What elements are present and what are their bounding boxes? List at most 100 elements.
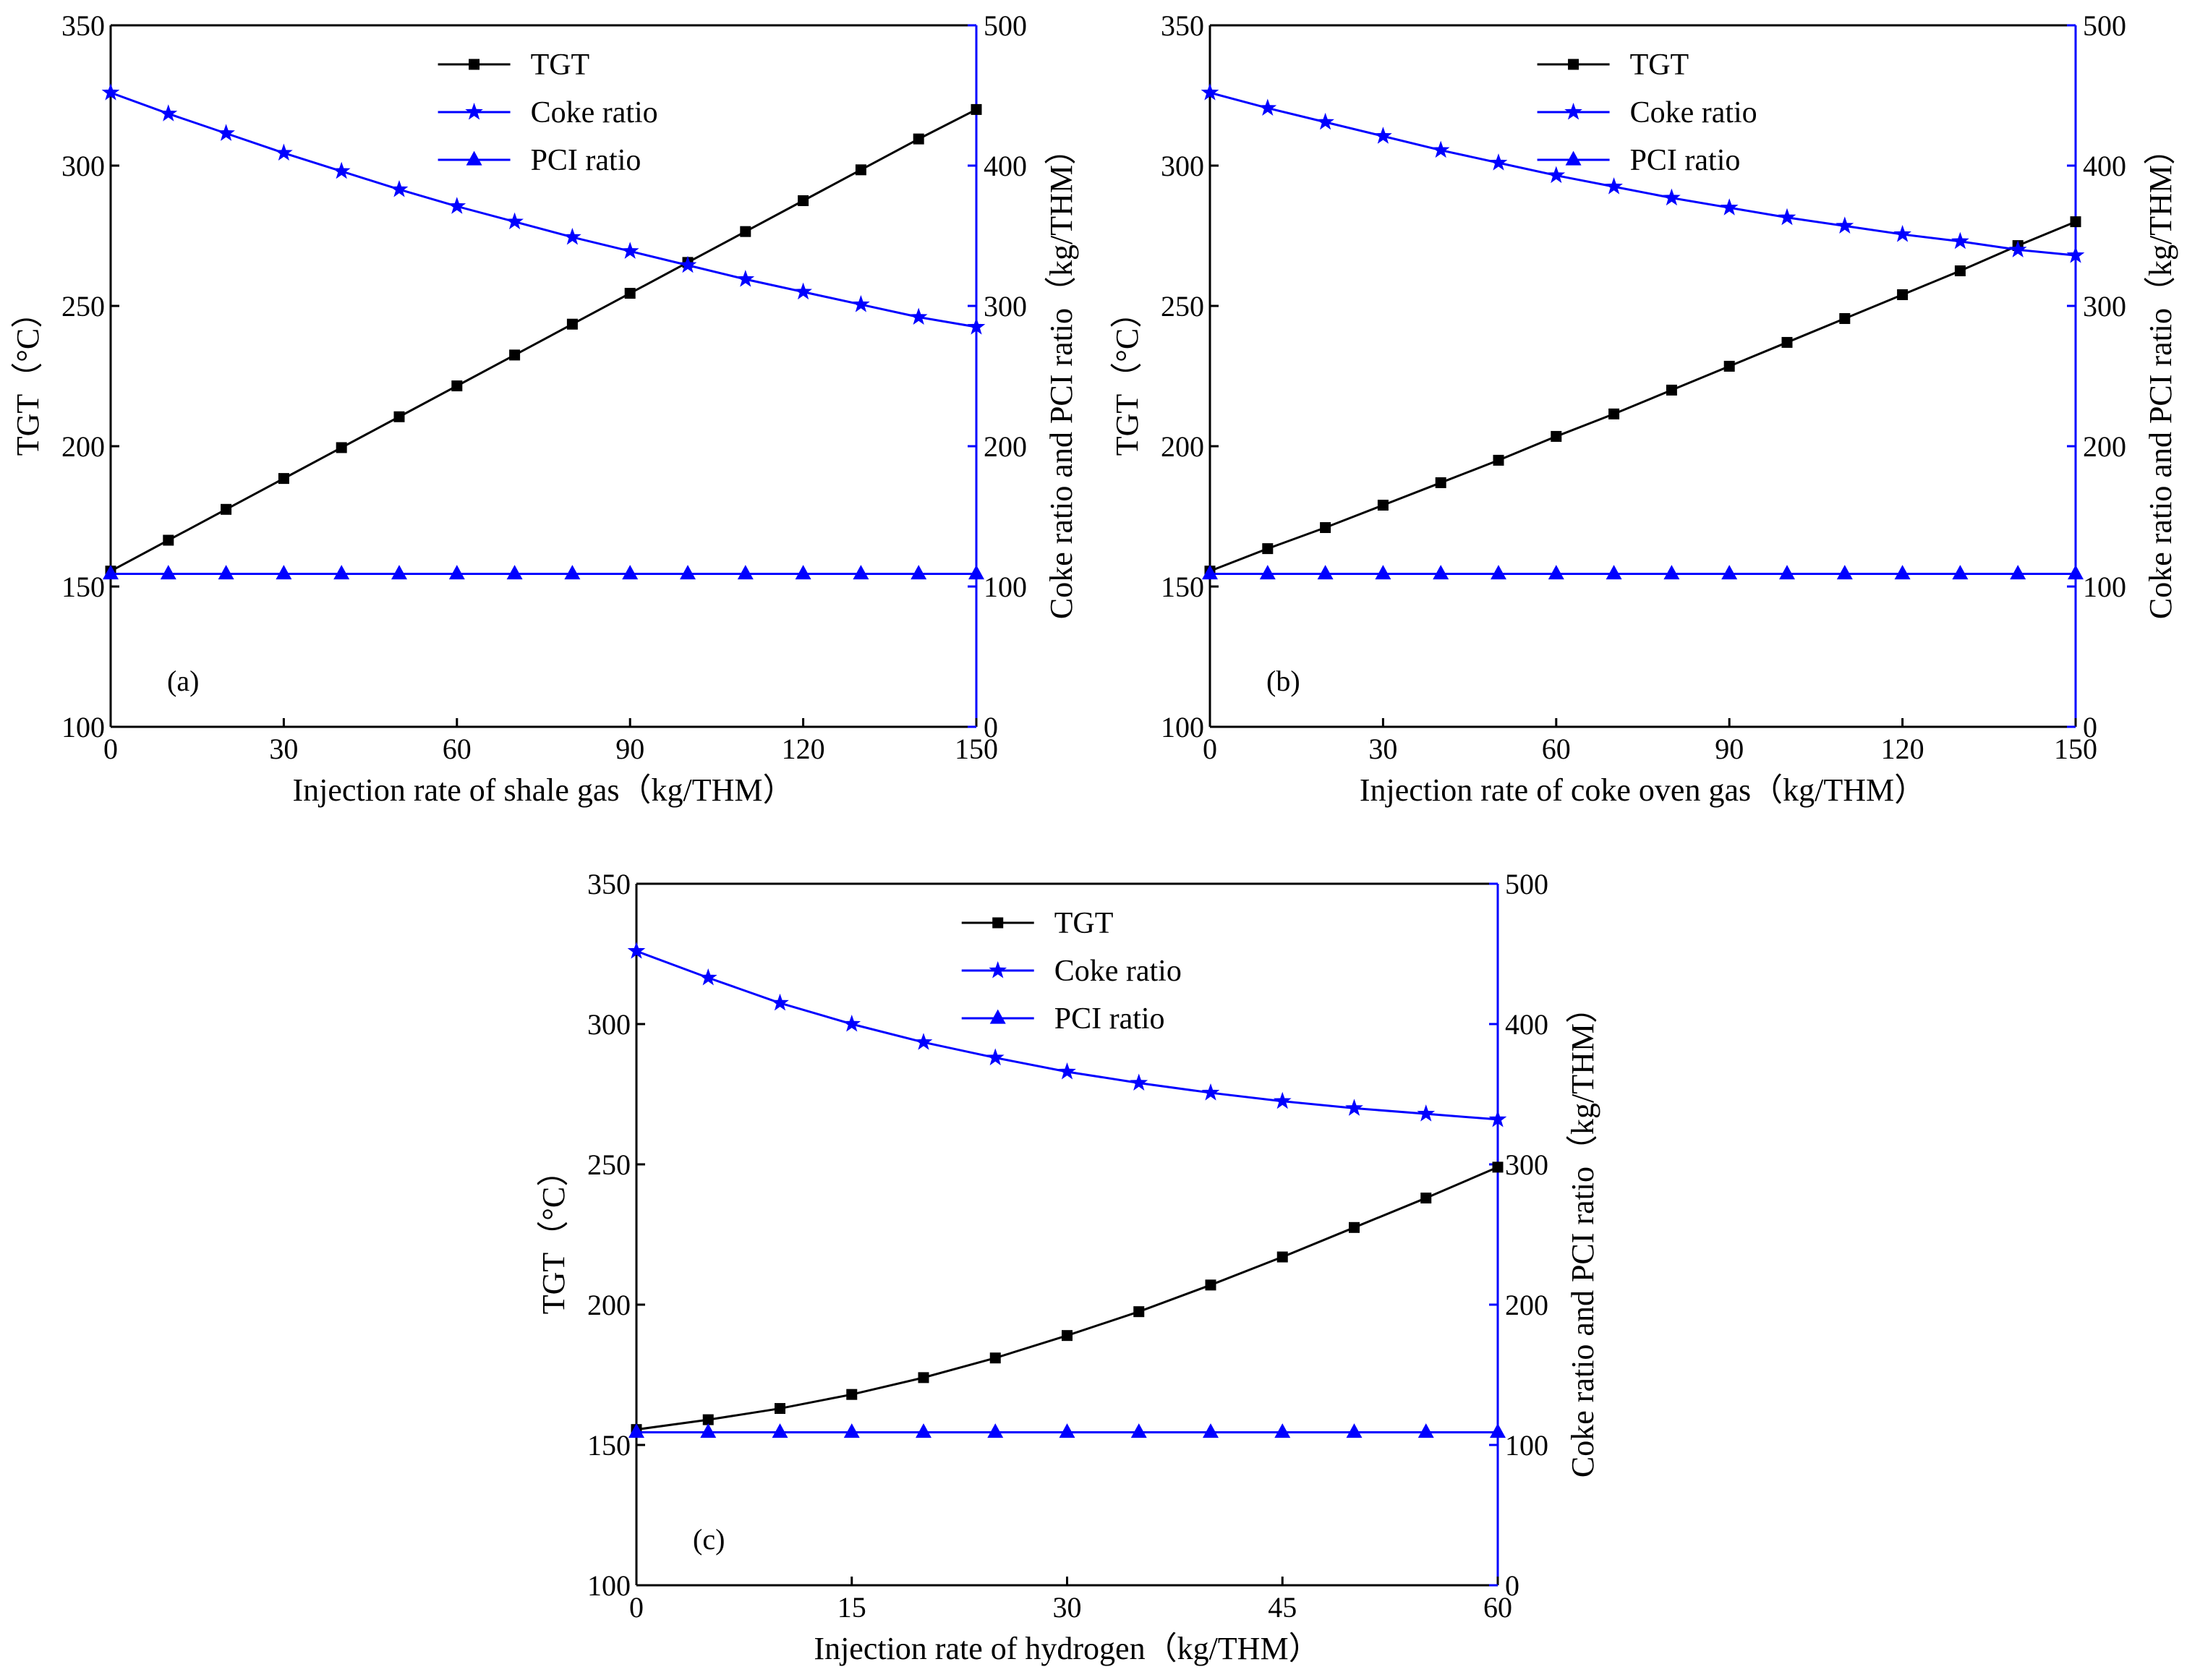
x-tick-label: 90 xyxy=(1715,733,1744,765)
data-point-pci-ratio xyxy=(1433,565,1449,580)
x-tick-label: 30 xyxy=(269,733,298,765)
data-point-coke-ratio xyxy=(1201,83,1219,101)
data-point-pci-ratio xyxy=(1417,1423,1434,1438)
data-point-tgt xyxy=(278,473,289,485)
data-point-coke-ratio xyxy=(967,317,986,335)
series-line-tgt xyxy=(110,108,977,572)
data-point-coke-ratio xyxy=(914,1033,933,1050)
data-point-pci-ratio xyxy=(1203,1423,1219,1438)
x-tick-label: 150 xyxy=(2054,733,2097,765)
y-left-tick-label: 200 xyxy=(61,430,105,463)
data-point-coke-ratio xyxy=(1547,166,1566,184)
data-point-coke-ratio xyxy=(1258,98,1277,116)
data-point-coke-ratio xyxy=(736,270,755,287)
chart-panel-a: 0 30 60 90 120 150100150200250300350010020030… xyxy=(10,9,1079,808)
y-left-tick-label: 250 xyxy=(61,290,105,323)
legend-marker-tgt xyxy=(992,917,1004,929)
data-point-tgt xyxy=(1062,1330,1073,1342)
data-point-coke-ratio xyxy=(794,282,812,300)
x-tick-label: 120 xyxy=(1881,733,1924,765)
data-point-pci-ratio xyxy=(737,565,754,580)
x-tick-label: 0 xyxy=(629,1591,644,1624)
data-point-tgt xyxy=(1897,289,1909,300)
x-tick-label: 60 xyxy=(1542,733,1571,765)
x-tick-label: 0 xyxy=(1203,733,1217,765)
legend-marker-pci-ratio xyxy=(989,1009,1006,1024)
data-point-coke-ratio xyxy=(1893,225,1911,242)
data-point-coke-ratio xyxy=(1316,112,1334,130)
data-point-tgt xyxy=(1954,265,1966,276)
data-point-coke-ratio xyxy=(563,227,581,245)
y-left-tick-label: 150 xyxy=(587,1429,631,1462)
data-point-tgt xyxy=(1262,543,1274,555)
y-left-tick-label: 200 xyxy=(587,1289,631,1321)
data-point-coke-ratio xyxy=(101,83,120,101)
legend-label-tgt: TGT xyxy=(1054,907,1114,940)
x-tick-label: 60 xyxy=(1483,1591,1512,1624)
legend-label-tgt: TGT xyxy=(531,48,590,82)
data-point-pci-ratio xyxy=(333,565,350,580)
x-tick-label: 60 xyxy=(443,733,472,765)
y-right-tick-label: 100 xyxy=(1505,1429,1548,1462)
y-left-tick-label: 300 xyxy=(1161,150,1204,182)
x-tick-label: 90 xyxy=(615,733,644,765)
x-axis-title: Injection rate of shale gas（kg/THM） xyxy=(292,772,794,808)
data-point-pci-ratio xyxy=(1779,565,1795,580)
data-point-pci-ratio xyxy=(628,1423,644,1438)
y-right-tick-label: 0 xyxy=(984,711,998,743)
data-point-pci-ratio xyxy=(103,565,119,580)
data-point-tgt xyxy=(566,318,578,330)
legend-label-pci-ratio: PCI ratio xyxy=(531,144,641,177)
data-point-coke-ratio xyxy=(678,255,697,273)
y-right-tick-label: 300 xyxy=(1505,1148,1548,1181)
data-point-pci-ratio xyxy=(680,565,696,580)
data-point-pci-ratio xyxy=(1059,1423,1075,1438)
data-point-coke-ratio xyxy=(1605,177,1623,195)
data-point-coke-ratio xyxy=(1201,1083,1220,1101)
data-point-pci-ratio xyxy=(1894,565,1911,580)
data-point-pci-ratio xyxy=(506,565,523,580)
y-right-axis-title: Coke ratio and PCI ratio（kg/THM） xyxy=(1565,992,1600,1478)
data-point-coke-ratio xyxy=(1720,198,1739,216)
data-point-tgt xyxy=(702,1414,714,1425)
data-point-coke-ratio xyxy=(1417,1104,1436,1122)
data-point-coke-ratio xyxy=(1273,1091,1292,1109)
data-point-tgt xyxy=(1420,1193,1432,1204)
x-tick-label: 0 xyxy=(103,733,118,765)
data-point-coke-ratio xyxy=(1374,127,1392,144)
x-axis-title: Injection rate of hydrogen（kg/THM） xyxy=(814,1631,1320,1666)
y-right-tick-label: 200 xyxy=(1505,1289,1548,1321)
data-point-coke-ratio xyxy=(1345,1099,1363,1116)
data-point-coke-ratio xyxy=(1951,231,1969,250)
data-point-pci-ratio xyxy=(1130,1423,1147,1438)
data-point-tgt xyxy=(163,534,174,546)
data-point-pci-ratio xyxy=(843,1423,860,1438)
data-point-tgt xyxy=(1492,1161,1504,1173)
y-left-tick-label: 350 xyxy=(61,9,105,42)
x-tick-label: 30 xyxy=(1053,1591,1082,1624)
data-point-pci-ratio xyxy=(700,1423,717,1438)
panel-label: (c) xyxy=(693,1523,725,1556)
data-point-coke-ratio xyxy=(909,307,928,325)
data-point-coke-ratio xyxy=(1058,1062,1076,1080)
y-right-tick-label: 400 xyxy=(1505,1008,1548,1041)
data-point-tgt xyxy=(1608,408,1620,419)
data-point-pci-ratio xyxy=(218,565,234,580)
data-point-coke-ratio xyxy=(275,143,293,161)
data-point-tgt xyxy=(798,195,809,206)
data-point-coke-ratio xyxy=(1130,1073,1148,1091)
x-tick-label: 15 xyxy=(837,1591,866,1624)
data-point-pci-ratio xyxy=(795,565,811,580)
y-right-axis-title: Coke ratio and PCI ratio（kg/THM） xyxy=(2143,133,2178,619)
data-point-pci-ratio xyxy=(1317,565,1334,580)
data-point-coke-ratio xyxy=(332,161,351,179)
data-point-tgt xyxy=(1493,454,1504,466)
y-left-tick-label: 250 xyxy=(587,1148,631,1181)
data-point-pci-ratio xyxy=(911,565,927,580)
y-left-axis-title: TGT（°C） xyxy=(536,1155,571,1314)
series-line-coke-ratio xyxy=(1209,91,2076,257)
series-line-coke-ratio xyxy=(110,91,977,328)
y-left-tick-label: 100 xyxy=(1161,711,1204,743)
legend-marker-tgt xyxy=(469,59,480,70)
data-point-tgt xyxy=(1377,499,1389,511)
